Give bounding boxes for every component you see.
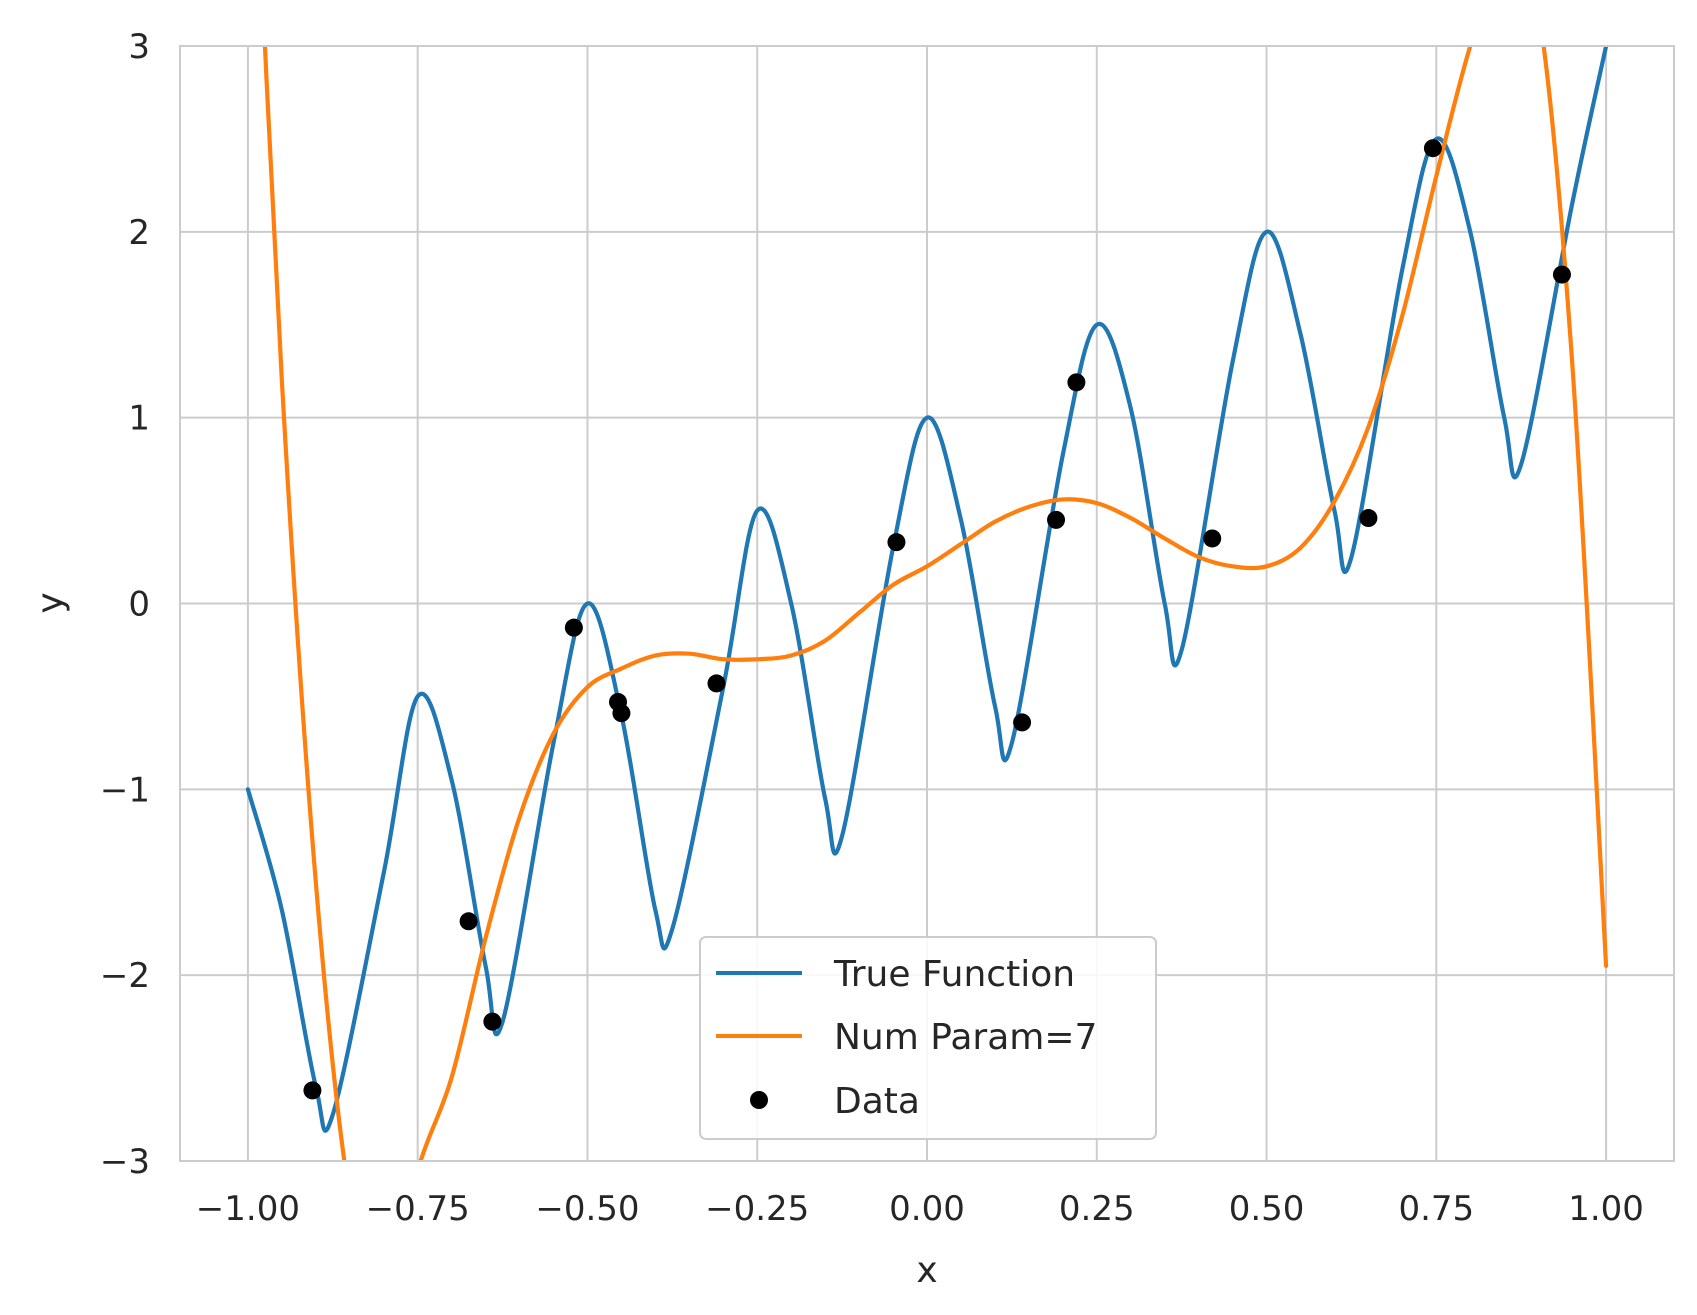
y-tick-label: 3 — [128, 27, 150, 67]
y-axis-label: y — [30, 592, 71, 613]
y-tick-label: 1 — [128, 399, 150, 439]
plot-lines — [245, 46, 1609, 1161]
legend: True Function Num Param=7 Data — [699, 936, 1157, 1140]
y-tick-label: −1 — [100, 770, 150, 810]
legend-box — [699, 936, 1157, 1140]
x-tick-label: 0.00 — [889, 1189, 965, 1229]
data-point — [1067, 373, 1086, 392]
x-tick-label: −0.25 — [705, 1189, 809, 1229]
data-point — [1552, 265, 1571, 284]
x-tick-label: 0.50 — [1229, 1189, 1305, 1229]
y-tick-label: 2 — [128, 213, 150, 253]
legend-label-num-param: Num Param=7 — [834, 1017, 1097, 1058]
data-point — [1423, 139, 1442, 158]
x-tick-label: −1.00 — [196, 1189, 300, 1229]
y-tick-label: −2 — [100, 956, 150, 996]
data-point — [1013, 713, 1032, 732]
x-axis-label: x — [916, 1250, 937, 1291]
x-tick-label: 1.00 — [1568, 1189, 1644, 1229]
y-tick-label: −3 — [100, 1142, 150, 1182]
data-point — [612, 704, 631, 723]
plot-frame — [179, 45, 1675, 1162]
x-tick-labels: −1.00 −0.75 −0.50 −0.25 0.00 0.25 0.50 0.75 1.00 — [196, 1189, 1644, 1229]
x-tick-label: 0.75 — [1398, 1189, 1474, 1229]
data-point — [707, 674, 726, 693]
series-line-num-param-7 — [262, 46, 1609, 1161]
data-point — [483, 1012, 502, 1031]
legend-label-true-function: True Function — [833, 954, 1075, 995]
data-point — [887, 533, 906, 552]
x-tick-label: −0.75 — [366, 1189, 470, 1229]
y-tick-labels: −3 −2 −1 0 1 2 3 — [100, 27, 150, 1182]
x-tick-label: 0.25 — [1059, 1189, 1135, 1229]
y-tick-label: 0 — [128, 585, 150, 625]
data-point — [1203, 529, 1222, 548]
data-point — [303, 1081, 322, 1100]
legend-swatch-data — [750, 1091, 768, 1109]
data-point — [459, 912, 478, 931]
data-point — [1047, 510, 1066, 529]
legend-label-data: Data — [834, 1081, 920, 1122]
x-tick-label: −0.50 — [535, 1189, 639, 1229]
data-point — [564, 618, 583, 637]
data-point — [1359, 509, 1378, 528]
